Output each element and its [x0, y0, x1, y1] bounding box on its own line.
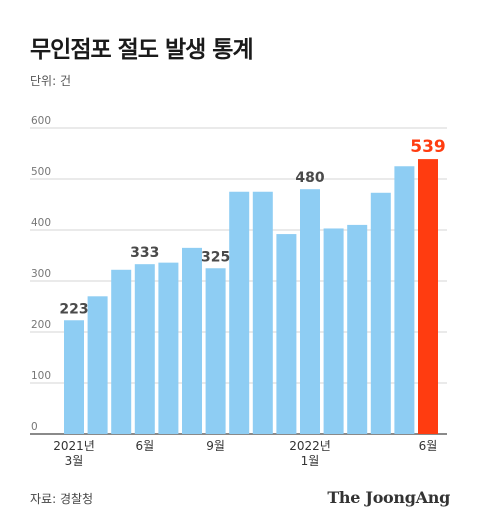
data-label: 223: [59, 301, 88, 317]
data-label: 480: [295, 170, 324, 186]
source-note: 자료: 경찰청: [30, 492, 94, 506]
y-tick-label: 0: [31, 421, 38, 433]
bar: [323, 228, 344, 434]
bar: [134, 264, 155, 434]
data-label: 333: [130, 245, 159, 261]
bar: [370, 192, 391, 434]
bar: [300, 189, 320, 434]
data-label: 539: [410, 137, 446, 157]
bar: [205, 268, 226, 434]
bar: [394, 166, 415, 434]
y-tick-label: 500: [31, 166, 51, 178]
chart-title: 무인점포 절도 발생 통계: [30, 37, 254, 63]
publisher-logo: The JoongAng: [327, 488, 450, 507]
bar: [252, 191, 273, 434]
bar: [87, 296, 108, 434]
y-tick-label: 300: [31, 268, 51, 280]
bar: [64, 320, 84, 434]
bar: [111, 269, 132, 434]
x-tick-label: 6월: [135, 439, 154, 453]
bar: [347, 224, 368, 434]
bar: [229, 191, 250, 434]
bar: [182, 247, 202, 434]
y-tick-label: 200: [31, 319, 51, 331]
bar: [276, 234, 297, 434]
y-tick-label: 100: [31, 370, 51, 382]
x-tick-label: 6월: [419, 439, 438, 453]
data-label: 325: [201, 249, 230, 265]
y-tick-label: 400: [31, 217, 51, 229]
unit-label: 단위: 건: [30, 74, 71, 88]
x-tick-label: 2022년 1월: [289, 439, 331, 468]
y-tick-label: 600: [31, 115, 51, 127]
x-tick-label: 9월: [206, 439, 225, 453]
bar-highlight: [418, 159, 438, 435]
bar: [158, 262, 179, 434]
x-tick-label: 2021년 3월: [53, 439, 95, 468]
